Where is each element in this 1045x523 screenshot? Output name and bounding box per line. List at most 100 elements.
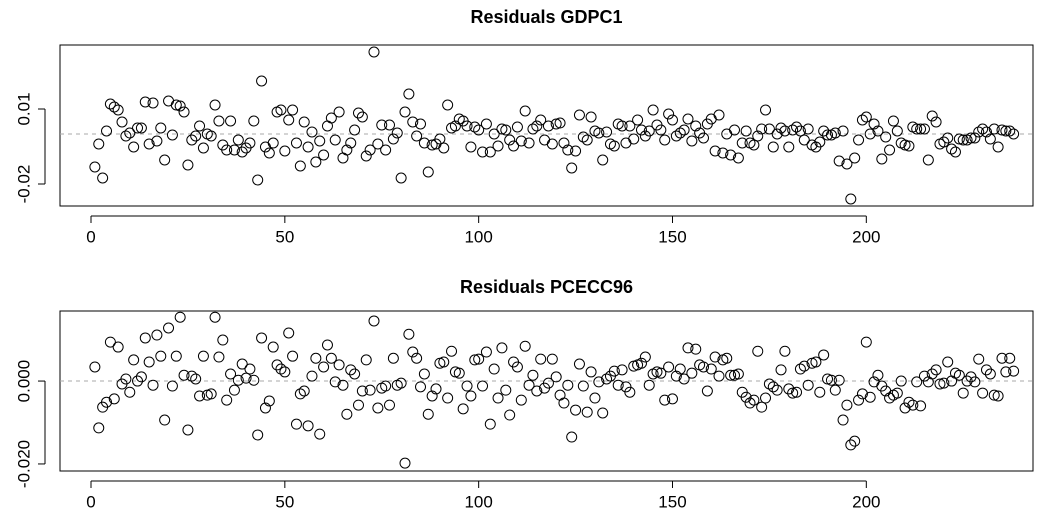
point — [290, 418, 302, 430]
point — [822, 129, 834, 141]
point — [709, 351, 721, 363]
point — [775, 364, 787, 376]
point — [725, 149, 737, 161]
point — [128, 141, 140, 153]
point — [837, 414, 849, 426]
point — [190, 130, 202, 142]
point — [101, 396, 113, 408]
point — [779, 345, 791, 357]
point — [252, 174, 264, 186]
point — [570, 404, 582, 416]
y-tick-label: 0.000 — [14, 360, 33, 403]
point — [469, 354, 481, 366]
point — [562, 379, 574, 391]
point — [508, 140, 520, 152]
point — [283, 327, 295, 339]
point — [232, 374, 244, 386]
point — [604, 138, 616, 150]
point — [798, 360, 810, 372]
point — [814, 136, 826, 148]
point — [713, 109, 725, 121]
point — [422, 408, 434, 420]
point — [496, 123, 508, 135]
point — [829, 384, 841, 396]
point — [864, 391, 876, 403]
point — [306, 370, 318, 382]
point — [341, 144, 353, 156]
point — [620, 137, 632, 149]
point — [368, 46, 380, 58]
point — [674, 127, 686, 139]
point — [422, 166, 434, 178]
point — [573, 109, 585, 121]
point — [484, 418, 496, 430]
point — [841, 158, 853, 170]
point — [635, 124, 647, 136]
point — [663, 108, 675, 120]
point — [267, 137, 279, 149]
point — [453, 367, 465, 379]
point — [601, 126, 613, 138]
point — [523, 137, 535, 149]
point — [511, 121, 523, 133]
point — [810, 356, 822, 368]
point — [488, 363, 500, 375]
point — [849, 435, 861, 447]
x-tick-label: 0 — [86, 492, 95, 511]
point — [628, 133, 640, 145]
point — [356, 385, 368, 397]
point — [597, 407, 609, 419]
point — [360, 354, 372, 366]
point — [876, 153, 888, 165]
point — [399, 106, 411, 118]
point — [345, 364, 357, 376]
point — [104, 336, 116, 348]
point — [593, 376, 605, 388]
point — [845, 439, 857, 451]
point — [442, 392, 454, 404]
point — [1004, 125, 1016, 137]
x-tick-label: 150 — [658, 227, 686, 246]
point — [318, 149, 330, 161]
point — [635, 357, 647, 369]
point — [573, 358, 585, 370]
point — [321, 339, 333, 351]
point — [352, 107, 364, 119]
point — [887, 115, 899, 127]
point — [124, 386, 136, 398]
point — [732, 152, 744, 164]
point — [949, 146, 961, 158]
point — [515, 135, 527, 147]
point — [461, 120, 473, 132]
point — [756, 401, 768, 413]
point — [977, 387, 989, 399]
point — [186, 370, 198, 382]
point — [163, 95, 175, 107]
point — [135, 371, 147, 383]
point — [256, 75, 268, 87]
point — [833, 374, 845, 386]
point — [802, 123, 814, 135]
point — [395, 172, 407, 184]
point — [663, 361, 675, 373]
point — [151, 329, 163, 341]
point — [221, 144, 233, 156]
point — [523, 379, 535, 391]
point — [143, 356, 155, 368]
point — [674, 363, 686, 375]
point — [403, 328, 415, 340]
point — [670, 130, 682, 142]
point — [228, 384, 240, 396]
point — [918, 123, 930, 135]
point — [608, 365, 620, 377]
point — [182, 159, 194, 171]
point — [996, 124, 1008, 136]
point — [562, 144, 574, 156]
point — [872, 369, 884, 381]
point — [310, 156, 322, 168]
point — [752, 130, 764, 142]
point — [190, 373, 202, 385]
point — [395, 377, 407, 389]
point — [794, 125, 806, 137]
point — [496, 342, 508, 354]
